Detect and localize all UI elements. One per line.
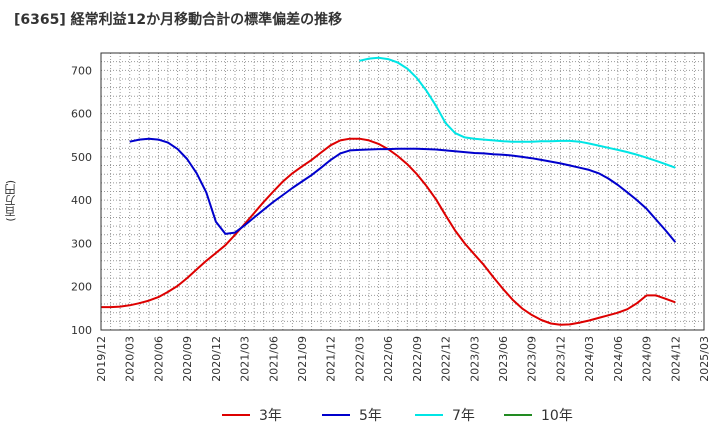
y-tick-label: 700 bbox=[71, 64, 92, 77]
x-tick-label: 2019/12 bbox=[95, 336, 108, 382]
x-tick-label: 2022/06 bbox=[382, 336, 395, 382]
x-tick-label: 2020/06 bbox=[152, 336, 165, 382]
y-tick-label: 300 bbox=[71, 237, 92, 250]
legend-swatch-10y bbox=[504, 414, 532, 416]
legend-label-7y: 7年 bbox=[452, 408, 475, 424]
x-tick-label: 2024/09 bbox=[641, 336, 654, 382]
x-tick-label: 2024/03 bbox=[583, 336, 596, 382]
legend-swatch-5y bbox=[322, 414, 350, 416]
y-tick-label: 400 bbox=[71, 194, 92, 207]
x-tick-label: 2021/06 bbox=[267, 336, 280, 382]
legend-label-3y: 3年 bbox=[259, 408, 282, 424]
series-line-7y bbox=[359, 56, 676, 169]
x-tick-label: 2024/06 bbox=[612, 336, 625, 382]
x-tick-label: 2021/03 bbox=[239, 336, 252, 382]
x-tick-label: 2022/12 bbox=[440, 336, 453, 382]
legend-label-10y: 10年 bbox=[541, 408, 573, 424]
x-tick-label: 2020/09 bbox=[181, 336, 194, 382]
legend: 3年 5年 7年 10年 bbox=[0, 403, 720, 427]
chart-title: [6365] 経常利益12か月移動合計の標準偏差の推移 bbox=[14, 12, 343, 28]
x-tick-label: 2023/09 bbox=[526, 336, 539, 382]
y-tick-label: 600 bbox=[71, 108, 92, 121]
series-line-5y bbox=[129, 137, 677, 243]
x-tick-label: 2024/12 bbox=[669, 336, 682, 382]
x-tick-label: 2022/03 bbox=[353, 336, 366, 382]
legend-item-5y: 5年 bbox=[322, 403, 382, 427]
x-tick-label: 2022/09 bbox=[411, 336, 424, 382]
x-tick-label: 2021/12 bbox=[325, 336, 338, 382]
series-lines bbox=[101, 56, 677, 326]
legend-item-10y: 10年 bbox=[504, 403, 573, 427]
legend-item-7y: 7年 bbox=[415, 403, 475, 427]
x-tick-label: 2020/12 bbox=[210, 336, 223, 382]
grid bbox=[101, 52, 704, 330]
legend-swatch-7y bbox=[415, 414, 443, 416]
x-axis-ticks: 2019/12 2020/03 2020/06 2020/09 2020/12 2021/… bbox=[95, 336, 711, 382]
x-tick-label: 2023/06 bbox=[497, 336, 510, 382]
y-tick-label: 500 bbox=[71, 151, 92, 164]
x-tick-label: 2023/03 bbox=[468, 336, 481, 382]
y-tick-label: 100 bbox=[71, 324, 92, 337]
x-tick-label: 2023/12 bbox=[554, 336, 567, 382]
x-tick-label: 2021/09 bbox=[296, 336, 309, 382]
y-tick-label: 200 bbox=[71, 281, 92, 294]
legend-swatch-3y bbox=[222, 414, 250, 416]
legend-item-3y: 3年 bbox=[222, 403, 282, 427]
x-tick-label: 2020/03 bbox=[124, 336, 137, 382]
legend-label-5y: 5年 bbox=[359, 408, 382, 424]
line-chart: 100 200 300 400 500 600 700 2019/12 2020/03 2020… bbox=[71, 52, 711, 382]
x-tick-label: 2025/03 bbox=[698, 336, 711, 382]
y-axis-ticks: 100 200 300 400 500 600 700 bbox=[71, 64, 92, 337]
plot-area-frame bbox=[100, 52, 705, 331]
